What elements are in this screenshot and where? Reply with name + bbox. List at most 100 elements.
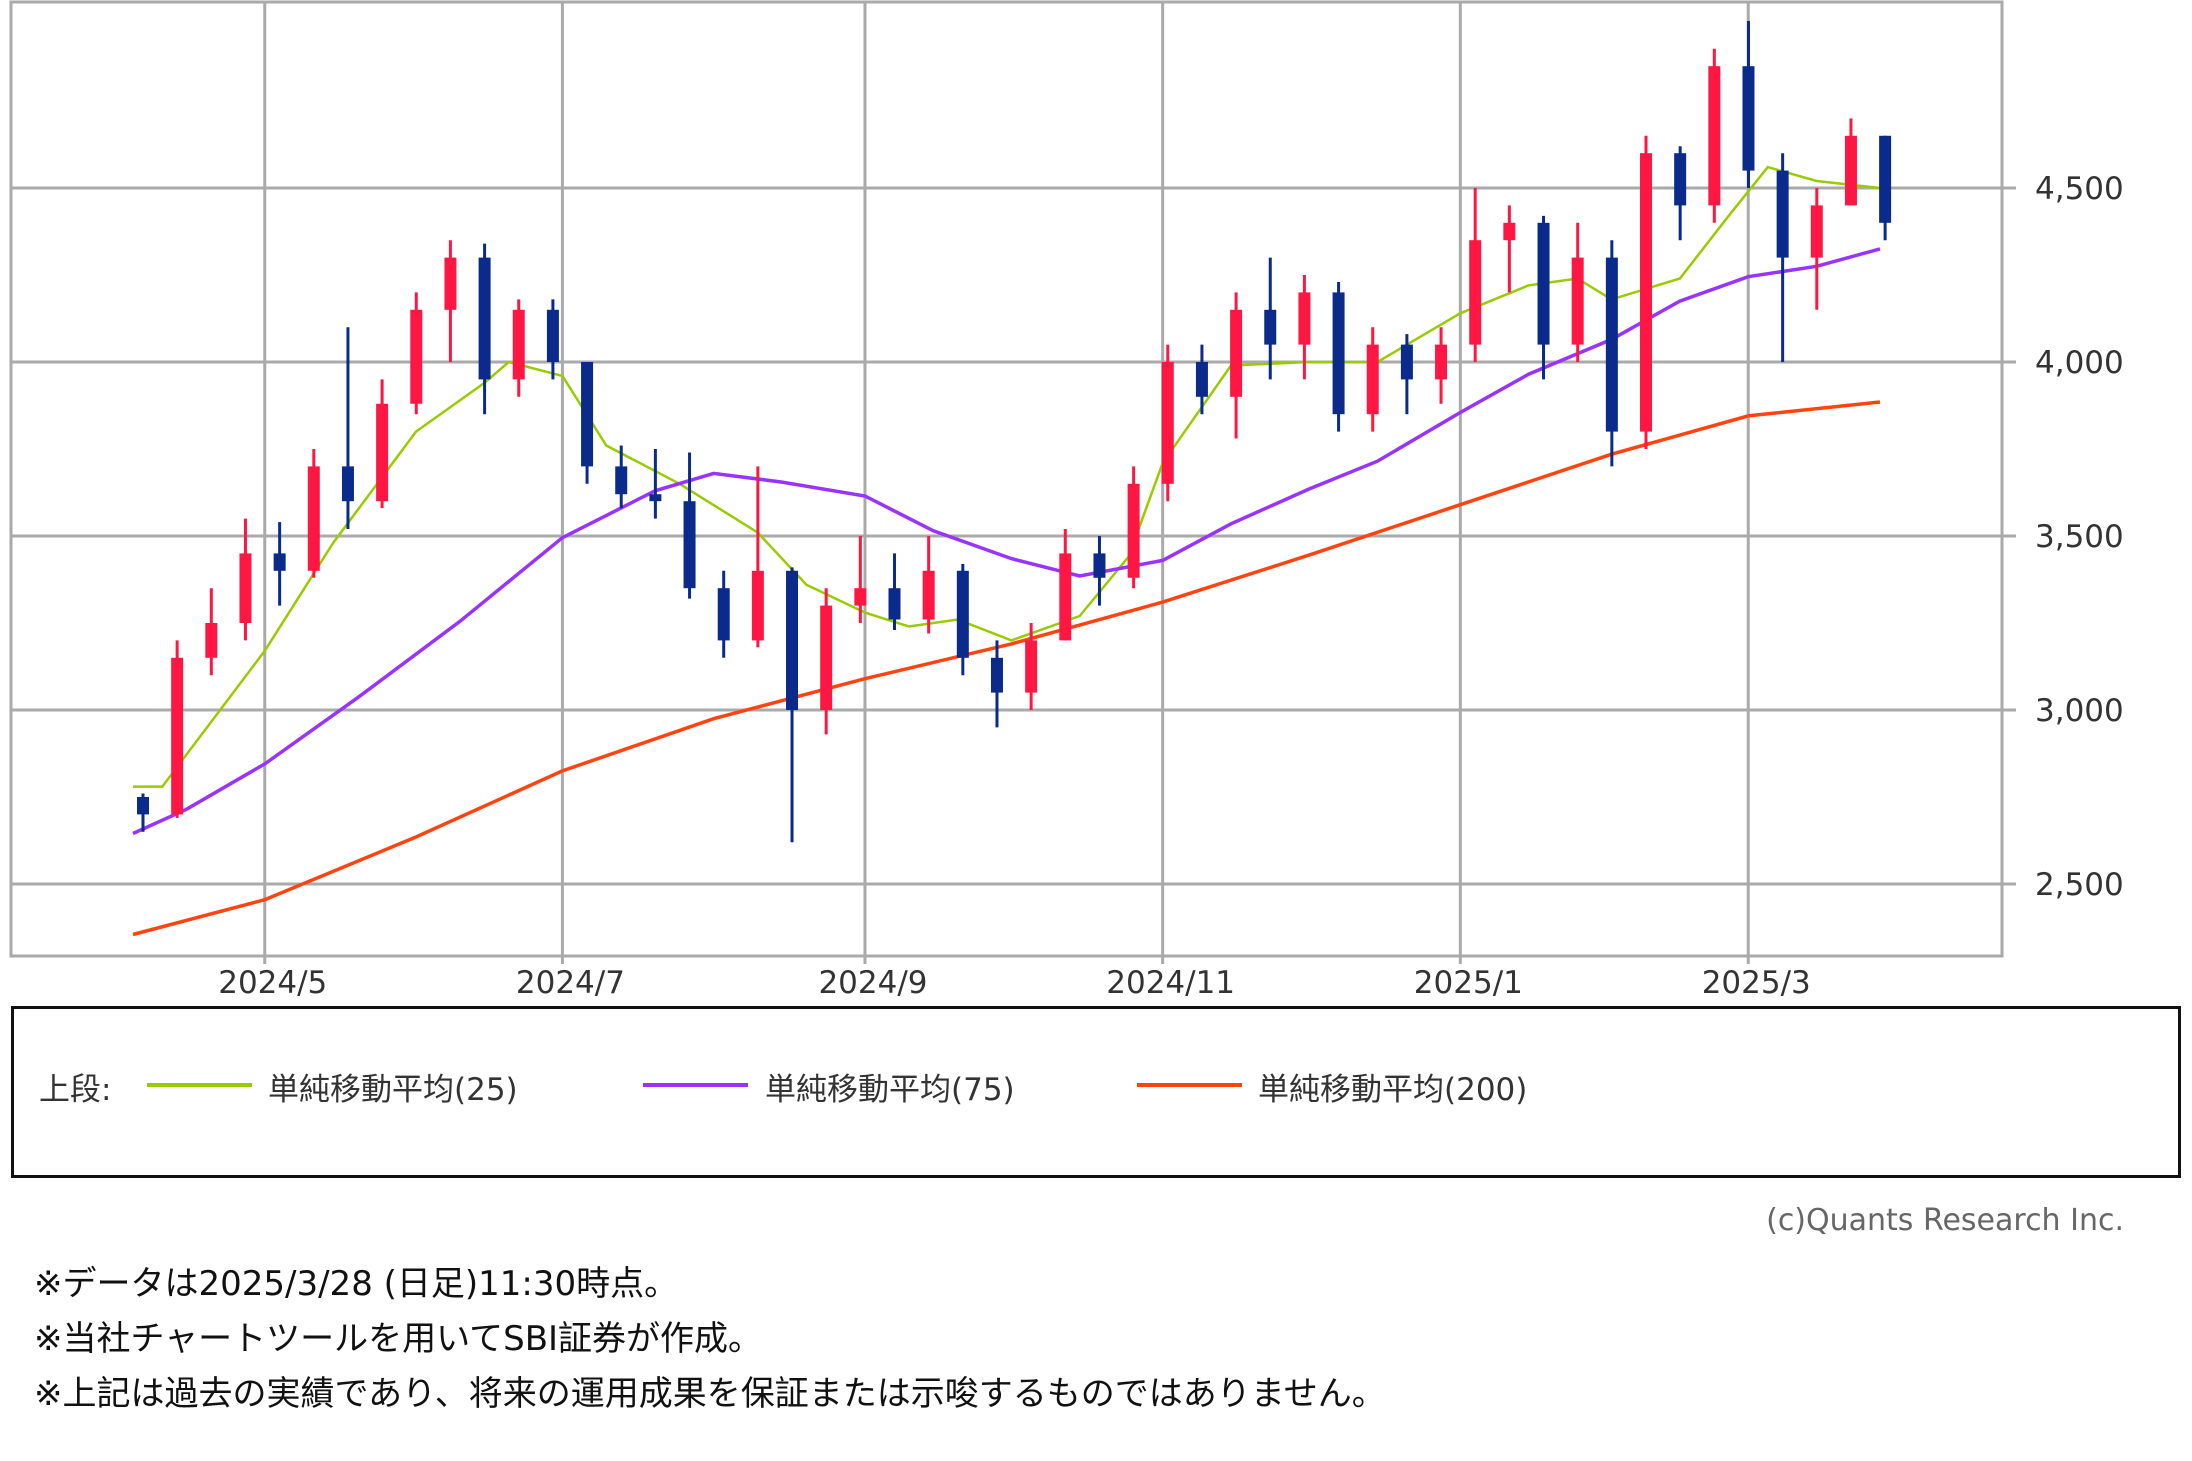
candle [1537,215,1550,380]
candle [137,793,149,832]
candle [307,449,320,578]
candle [854,536,867,623]
candle-body [1400,344,1413,380]
y-tick-label: 2,500 [2035,867,2124,903]
candle [1844,118,1857,206]
candle-body [1742,66,1755,171]
x-tick-label: 2024/7 [516,965,625,1000]
candle-body [1708,66,1721,206]
candle [888,553,901,630]
candle-body [1195,362,1208,397]
candle [341,327,354,530]
y-tick-label: 3,000 [2035,693,2124,729]
candle [478,243,491,415]
candle-body [444,257,457,310]
y-tick-label: 4,500 [2035,171,2124,207]
candle-body [888,588,901,620]
note-data-time: ※データは2025/3/28 (日足)11:30時点。 [34,1264,679,1304]
candle-body [1059,553,1072,641]
candle [1879,135,1892,241]
candle [1230,292,1243,439]
candle-body [1264,309,1277,345]
candle [1366,327,1379,432]
candle-body [990,657,1003,693]
candle [171,640,184,818]
candle-body [854,588,867,606]
y-tick-label: 3,500 [2035,519,2124,555]
candle-body [649,494,662,502]
candle-body [1844,135,1857,206]
candle-body [137,797,149,815]
candle-body [546,309,559,362]
candle-body [273,553,286,571]
candle [786,567,799,843]
legend-line-ma200 [1137,1083,1242,1087]
note-disclaimer: ※上記は過去の実績であり、将来の運用成果を保証または示唆するものではありません。 [34,1374,1386,1414]
candle [1127,466,1140,589]
candle [956,563,969,676]
candle-body [581,362,594,467]
candle [581,362,594,484]
candle [820,588,833,735]
candle-body [615,466,628,495]
x-tick-label: 2024/11 [1106,965,1235,1000]
candle [1776,153,1789,362]
candle-body [1605,257,1618,432]
candle [1400,334,1413,415]
candle-body [683,501,696,589]
candle-body [1776,170,1789,258]
candle [1605,240,1618,467]
candle [1435,327,1448,404]
candle [1161,344,1174,502]
candle [512,299,525,397]
candle [1264,257,1277,380]
candle-body [1879,135,1892,223]
candle-body [1298,292,1311,345]
candle [1298,275,1311,380]
candle-body [171,657,184,815]
candle-body [1503,222,1516,241]
candle-body [956,570,969,658]
candle-body [751,570,764,641]
candle-body [512,309,525,380]
candle [990,640,1003,728]
candle-body [1127,483,1140,578]
candle [1469,188,1482,362]
candle [683,452,696,599]
candle [205,588,218,676]
price-chart: 2,500 3,000 3,500 4,000 4,500 2024/5 2024/7 202… [9,0,2124,1000]
candle-body [205,623,218,658]
candle-body [1469,240,1482,345]
candle-body [922,570,935,620]
legend-prefix: 上段: [39,1072,112,1108]
candle-body [410,309,423,404]
legend-line-ma25 [147,1083,252,1087]
candle-body [786,570,799,710]
note-source: ※当社チャートツールを用いてSBI証券が作成。 [34,1319,763,1359]
candle-body [1332,292,1345,415]
candle-body [1366,344,1379,415]
candle-body [1810,205,1823,258]
candlesticks [137,20,1892,843]
legend-label-ma25: 単純移動平均(25) [268,1072,518,1108]
candle-body [1230,309,1243,397]
candle-body [478,257,491,380]
candle-body [820,605,833,710]
candle [1332,281,1345,432]
candle-body [1161,362,1174,484]
candle [1674,146,1687,241]
legend-box [11,1006,2181,1178]
candle [1093,536,1106,606]
candle [1640,135,1653,449]
candle [273,522,286,606]
legend-label-ma75: 単純移動平均(75) [765,1072,1015,1108]
candle [546,299,559,380]
candle-body [1571,257,1584,345]
candle [1708,48,1721,223]
candle [1503,205,1516,293]
candle-body [1025,640,1038,693]
candle-body [717,588,730,641]
legend-label-ma200: 単純移動平均(200) [1258,1072,1528,1108]
x-tick-label: 2025/1 [1414,965,1523,1000]
candle-body [1093,553,1106,578]
